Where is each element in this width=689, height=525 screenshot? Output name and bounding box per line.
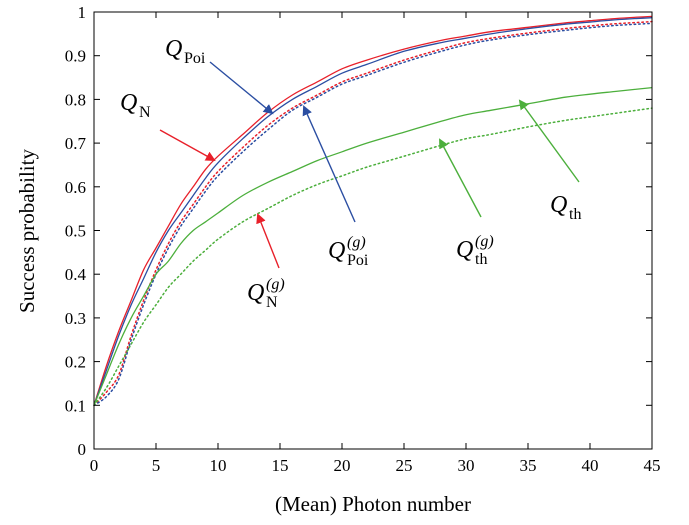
annotation-main: Q (550, 192, 567, 218)
x-tick-label: 45 (644, 456, 661, 475)
annotation-superscript: (g) (475, 233, 494, 250)
annotation-main: Q (456, 237, 473, 263)
y-tick-label: 0.1 (65, 396, 86, 415)
plot-frame (93, 11, 653, 450)
y-tick-label: 0.6 (65, 178, 86, 197)
annotation-arrow (209, 61, 274, 115)
y-axis-label: Success probability (15, 149, 39, 313)
annotation-arrow (159, 129, 216, 161)
y-tick-label: 0.4 (65, 265, 87, 284)
y-tick-label: 0.8 (65, 90, 86, 109)
annotation-main: Q (247, 280, 264, 306)
series-line-4 (93, 86, 653, 406)
y-tick-label: 0 (78, 440, 87, 459)
annotation-subscript: N (139, 104, 151, 121)
y-tick-label: 1 (78, 3, 87, 22)
annotation-main: Q (328, 238, 345, 264)
series-line-0 (93, 15, 653, 406)
annotation-subscript: Poi (347, 252, 369, 269)
annotation-superscript: (g) (266, 276, 285, 293)
x-tick-label: 5 (152, 456, 161, 475)
ticks-layer: 0 5 10 15 20 25 30 35 40 45 0 0.1 0.2 0.3 0.4 0.5 0.6 0.7… (65, 3, 661, 475)
annotation-label: Q Poi (165, 36, 206, 67)
annotation-main: Q (165, 36, 182, 62)
annotation-arrow (439, 138, 482, 218)
annotation-arrow (518, 99, 580, 183)
annotation-main: Q (120, 90, 137, 116)
y-tick-label: 0.5 (65, 222, 86, 241)
y-tick-label: 0.9 (65, 47, 86, 66)
annotation-arrow (256, 213, 280, 269)
annotation-subscript: N (266, 294, 278, 311)
series-line-1 (93, 17, 653, 406)
x-tick-label: 20 (334, 456, 351, 475)
annotation-label: Q Poi(g) (328, 234, 369, 269)
y-tick-label: 0.3 (65, 309, 86, 328)
x-tick-label: 30 (458, 456, 475, 475)
series-line-5 (93, 107, 653, 407)
annotation-subscript: th (475, 251, 487, 268)
annotation-arrow (302, 105, 356, 223)
x-axis-label: (Mean) Photon number (275, 492, 471, 516)
y-tick-label: 0.7 (65, 134, 87, 153)
annotation-subscript: th (569, 206, 581, 223)
annotation-superscript: (g) (347, 234, 366, 251)
x-tick-label: 25 (396, 456, 413, 475)
x-tick-label: 15 (272, 456, 289, 475)
x-tick-label: 40 (582, 456, 599, 475)
series-line-2 (93, 20, 653, 407)
annotation-subscript: Poi (184, 50, 206, 67)
x-tick-label: 0 (90, 456, 99, 475)
x-tick-label: 10 (210, 456, 227, 475)
x-tick-label: 35 (520, 456, 537, 475)
y-tick-label: 0.2 (65, 353, 86, 372)
series-line-3 (93, 22, 653, 407)
annotation-label: Q N(g) (247, 276, 285, 311)
